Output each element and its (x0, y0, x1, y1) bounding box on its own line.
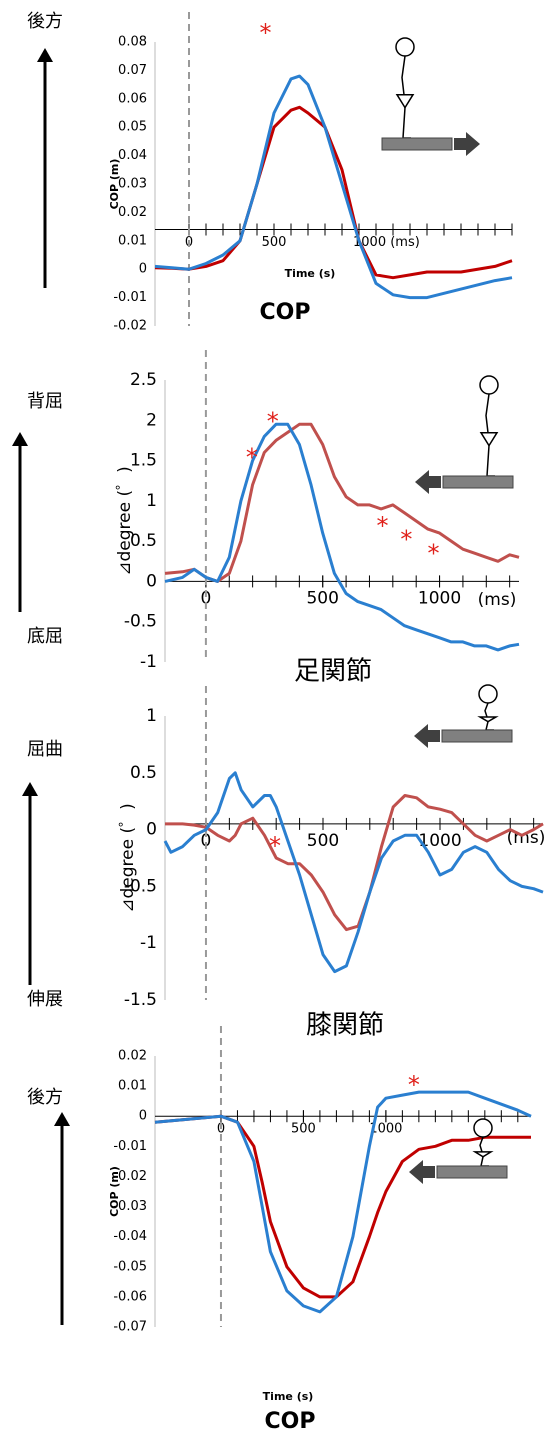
figure-pelvis (480, 717, 496, 722)
y-tick-label: -0.02 (113, 319, 147, 334)
y-tick-label: -0.01 (113, 1139, 147, 1154)
platform (382, 138, 452, 150)
y-tick-label: -0.07 (113, 1320, 147, 1335)
series-line (165, 424, 519, 650)
y-tick-label: 0.02 (118, 1049, 147, 1064)
significance-marker: * (427, 539, 439, 567)
figure-head (474, 1119, 492, 1137)
figure-body (486, 394, 489, 433)
y-axis-label: ⊿degree (゜) (115, 466, 135, 576)
y-axis-label: COP (m) (108, 159, 121, 210)
figure-legs (487, 446, 495, 476)
y-tick-label: -0.5 (124, 612, 157, 632)
y-tick-label: 0 (146, 820, 157, 840)
y-tick-label: 0.01 (118, 233, 147, 248)
side-label: 屈曲 (27, 739, 63, 760)
x-unit: (ms) (478, 590, 517, 610)
x-axis-label: Time (s) (263, 1390, 314, 1403)
significance-marker: * (400, 526, 412, 554)
y-tick-label: -0.01 (113, 290, 147, 305)
y-tick-label: 1 (146, 491, 157, 511)
direction-arrowhead (37, 48, 53, 62)
series-line (155, 107, 512, 277)
y-tick-label: -1 (140, 652, 157, 672)
side-label: 伸展 (27, 989, 63, 1010)
y-tick-label: -0.04 (113, 1229, 147, 1244)
y-tick-label: 0.01 (118, 1079, 147, 1094)
y-tick-label: 0.07 (118, 63, 147, 78)
figure-head (480, 376, 498, 394)
motion-arrow (414, 724, 440, 748)
series-line (165, 796, 543, 930)
platform (443, 476, 513, 488)
figure-head (396, 38, 414, 56)
y-tick-label: -0.05 (113, 1259, 147, 1274)
y-tick-label: -1 (140, 933, 157, 953)
motion-arrow (409, 1160, 435, 1184)
side-label: 背屈 (27, 391, 63, 412)
y-tick-label: 0.03 (118, 177, 147, 192)
x-tick-label: 1000 (418, 588, 461, 608)
figure-head (479, 685, 497, 703)
x-tick-label: 500 (307, 831, 339, 851)
figure-legs (481, 1157, 489, 1166)
direction-arrowhead (12, 432, 28, 446)
x-tick-label: 500 (306, 588, 338, 608)
y-tick-label: 0.06 (118, 91, 147, 106)
direction-arrowhead (54, 1112, 70, 1126)
significance-marker: * (260, 19, 272, 47)
figure-body (485, 703, 488, 717)
x-tick-label: 500 (262, 235, 287, 250)
y-tick-label: 0.5 (130, 763, 157, 783)
platform (442, 730, 512, 742)
y-tick-label: -0.06 (113, 1289, 147, 1304)
motion-arrow (454, 132, 480, 156)
x-axis-label: Time (s) (285, 267, 336, 280)
figure-pelvis (397, 95, 413, 108)
side-label: 底屈 (27, 626, 63, 647)
chart-title: 足関節 (294, 657, 372, 687)
figure-pelvis (475, 1152, 491, 1157)
y-tick-label: 0.04 (118, 148, 147, 163)
significance-marker: * (246, 444, 258, 472)
figure-legs (403, 108, 411, 138)
significance-marker: * (408, 1071, 420, 1099)
chart-title: COP (260, 300, 311, 325)
figure: -0.02 -0.01 0 0.01 0.02 0.03 0.04 0.05 0.06 0.07 0… (0, 0, 544, 1434)
x-tick-label: 500 (291, 1122, 316, 1137)
y-tick-label: 2.5 (130, 370, 157, 390)
series-line (165, 424, 519, 581)
y-tick-label: 1 (146, 706, 157, 726)
side-label: 後方 (27, 1087, 63, 1108)
significance-marker: * (377, 512, 389, 540)
y-tick-label: 0.02 (118, 205, 147, 220)
y-tick-label: 0 (146, 571, 157, 591)
y-tick-label: 0 (139, 262, 147, 277)
series-line (165, 773, 543, 972)
y-axis-label: ⊿degree (゜) (118, 803, 138, 913)
y-tick-label: 0.05 (118, 120, 147, 135)
side-label: 後方 (27, 11, 63, 32)
figure-legs (486, 722, 494, 730)
chart-title: COP (265, 1409, 316, 1434)
figure-body (402, 56, 405, 95)
y-tick-label: -1.5 (124, 990, 157, 1010)
significance-marker: * (267, 407, 279, 435)
y-tick-label: 2 (146, 410, 157, 430)
motion-arrow (415, 470, 441, 494)
y-tick-label: 0.08 (118, 35, 147, 50)
figure-pelvis (481, 433, 497, 446)
platform (437, 1166, 507, 1178)
direction-arrowhead (22, 782, 38, 796)
y-axis-label: COP (m) (108, 1166, 121, 1217)
y-tick-label: 0 (139, 1109, 147, 1124)
chart-title: 膝関節 (306, 1011, 384, 1041)
significance-marker: * (269, 832, 281, 860)
